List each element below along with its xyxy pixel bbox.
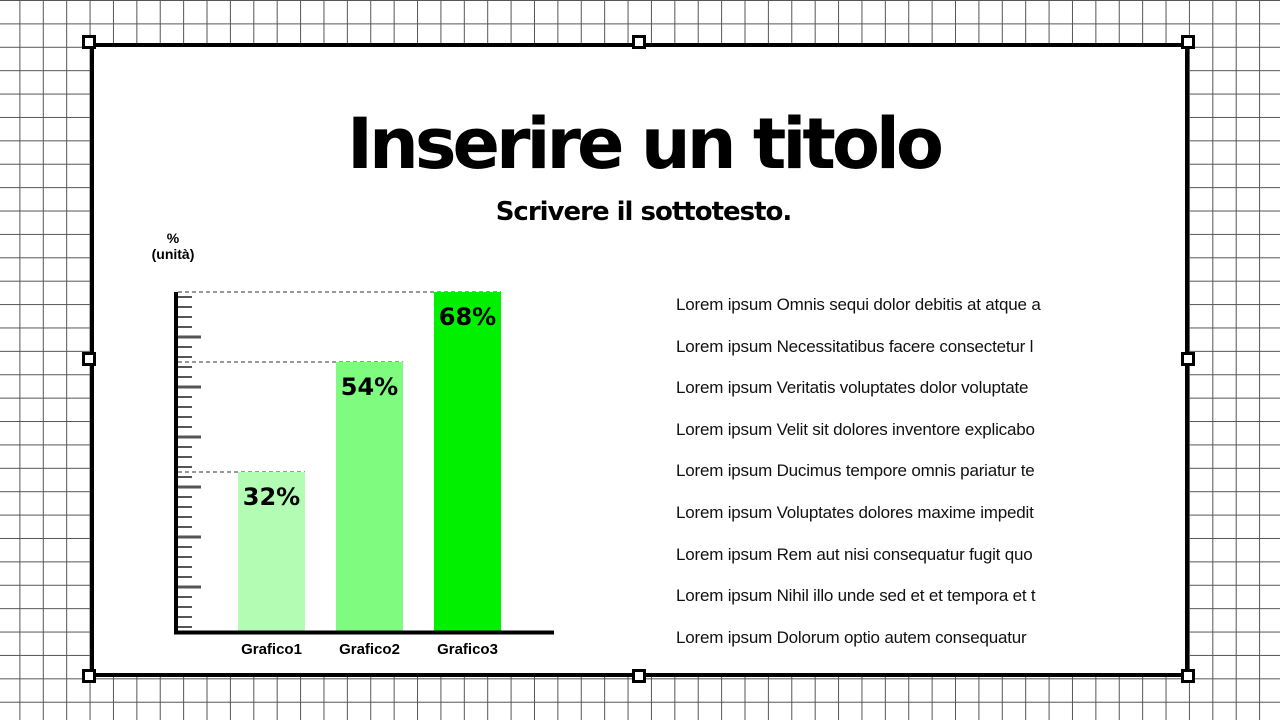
bar-chart[interactable]: % (unità) 32% Grafico1 54% Grafico2 68% Grafi… bbox=[94, 47, 654, 681]
bar bbox=[434, 292, 501, 632]
slide-subtitle[interactable]: Scrivere il sottotesto. bbox=[495, 197, 793, 227]
text-list-item: Lorem ipsum Rem aut nisi consequatur fug… bbox=[676, 544, 1033, 564]
x-axis-category-label: Grafico2 bbox=[339, 641, 400, 658]
y-axis-ticks bbox=[176, 296, 201, 628]
x-axis-category-label: Grafico1 bbox=[241, 641, 302, 658]
resize-handle-middle-left[interactable] bbox=[82, 352, 96, 366]
x-axis-category-label: Grafico3 bbox=[437, 641, 498, 658]
text-list-item: Lorem ipsum Dolorum optio autem consequa… bbox=[676, 627, 1027, 647]
text-list-item: Lorem ipsum Veritatis voluptates dolor v… bbox=[676, 378, 1029, 398]
resize-handle-middle-right[interactable] bbox=[1181, 352, 1195, 366]
text-list-item: Lorem ipsum Omnis sequi dolor debitis at… bbox=[676, 295, 1041, 314]
resize-handle-top-right[interactable] bbox=[1181, 35, 1195, 49]
bars-group: 32% Grafico1 54% Grafico2 68% Grafico3 bbox=[178, 291, 501, 658]
bar bbox=[238, 472, 305, 632]
text-list: Lorem ipsum Omnis sequi dolor debitis at… bbox=[676, 292, 1076, 666]
text-list-item: Lorem ipsum Voluptates dolores maxime im… bbox=[676, 502, 1034, 522]
y-axis-label-text: (unità) bbox=[152, 246, 195, 262]
resize-handle-bottom-center[interactable] bbox=[632, 669, 646, 683]
resize-handle-top-center[interactable] bbox=[632, 35, 646, 49]
text-list-item: Lorem ipsum Necessitatibus facere consec… bbox=[676, 336, 1034, 356]
resize-handle-top-left[interactable] bbox=[82, 35, 96, 49]
slide-title[interactable]: Inserire un titolo bbox=[346, 103, 944, 185]
resize-handle-bottom-right[interactable] bbox=[1181, 669, 1195, 683]
resize-handle-bottom-left[interactable] bbox=[82, 669, 96, 683]
bar-value-label: 54% bbox=[341, 373, 398, 401]
slide-frame[interactable]: Inserire un titolo Scrivere il sottotest… bbox=[82, 35, 1195, 683]
bar-value-label: 68% bbox=[439, 303, 496, 331]
bar-value-label: 32% bbox=[243, 483, 300, 511]
text-list-item: Lorem ipsum Ducimus tempore omnis pariat… bbox=[676, 461, 1035, 481]
text-list-item: Lorem ipsum Nihil illo unde sed et et te… bbox=[676, 586, 1036, 606]
text-list-item: Lorem ipsum Velit sit dolores inventore … bbox=[676, 419, 1035, 439]
bar bbox=[336, 362, 403, 632]
y-axis-label-unit: % bbox=[167, 230, 180, 246]
